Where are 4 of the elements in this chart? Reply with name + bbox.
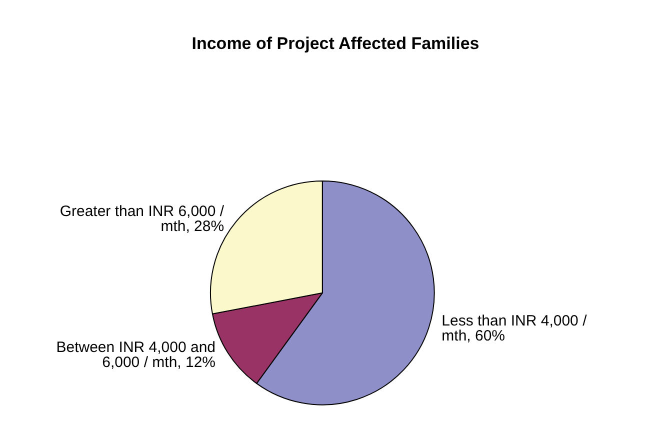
slice-label: Greater than INR 6,000 / mth, 28% <box>60 203 225 236</box>
slice-label: Less than INR 4,000 / mth, 60% <box>442 312 588 345</box>
chart-title: Income of Project Affected Families <box>192 34 480 53</box>
slice-label: Between INR 4,000 and 6,000 / mth, 12% <box>56 339 216 372</box>
